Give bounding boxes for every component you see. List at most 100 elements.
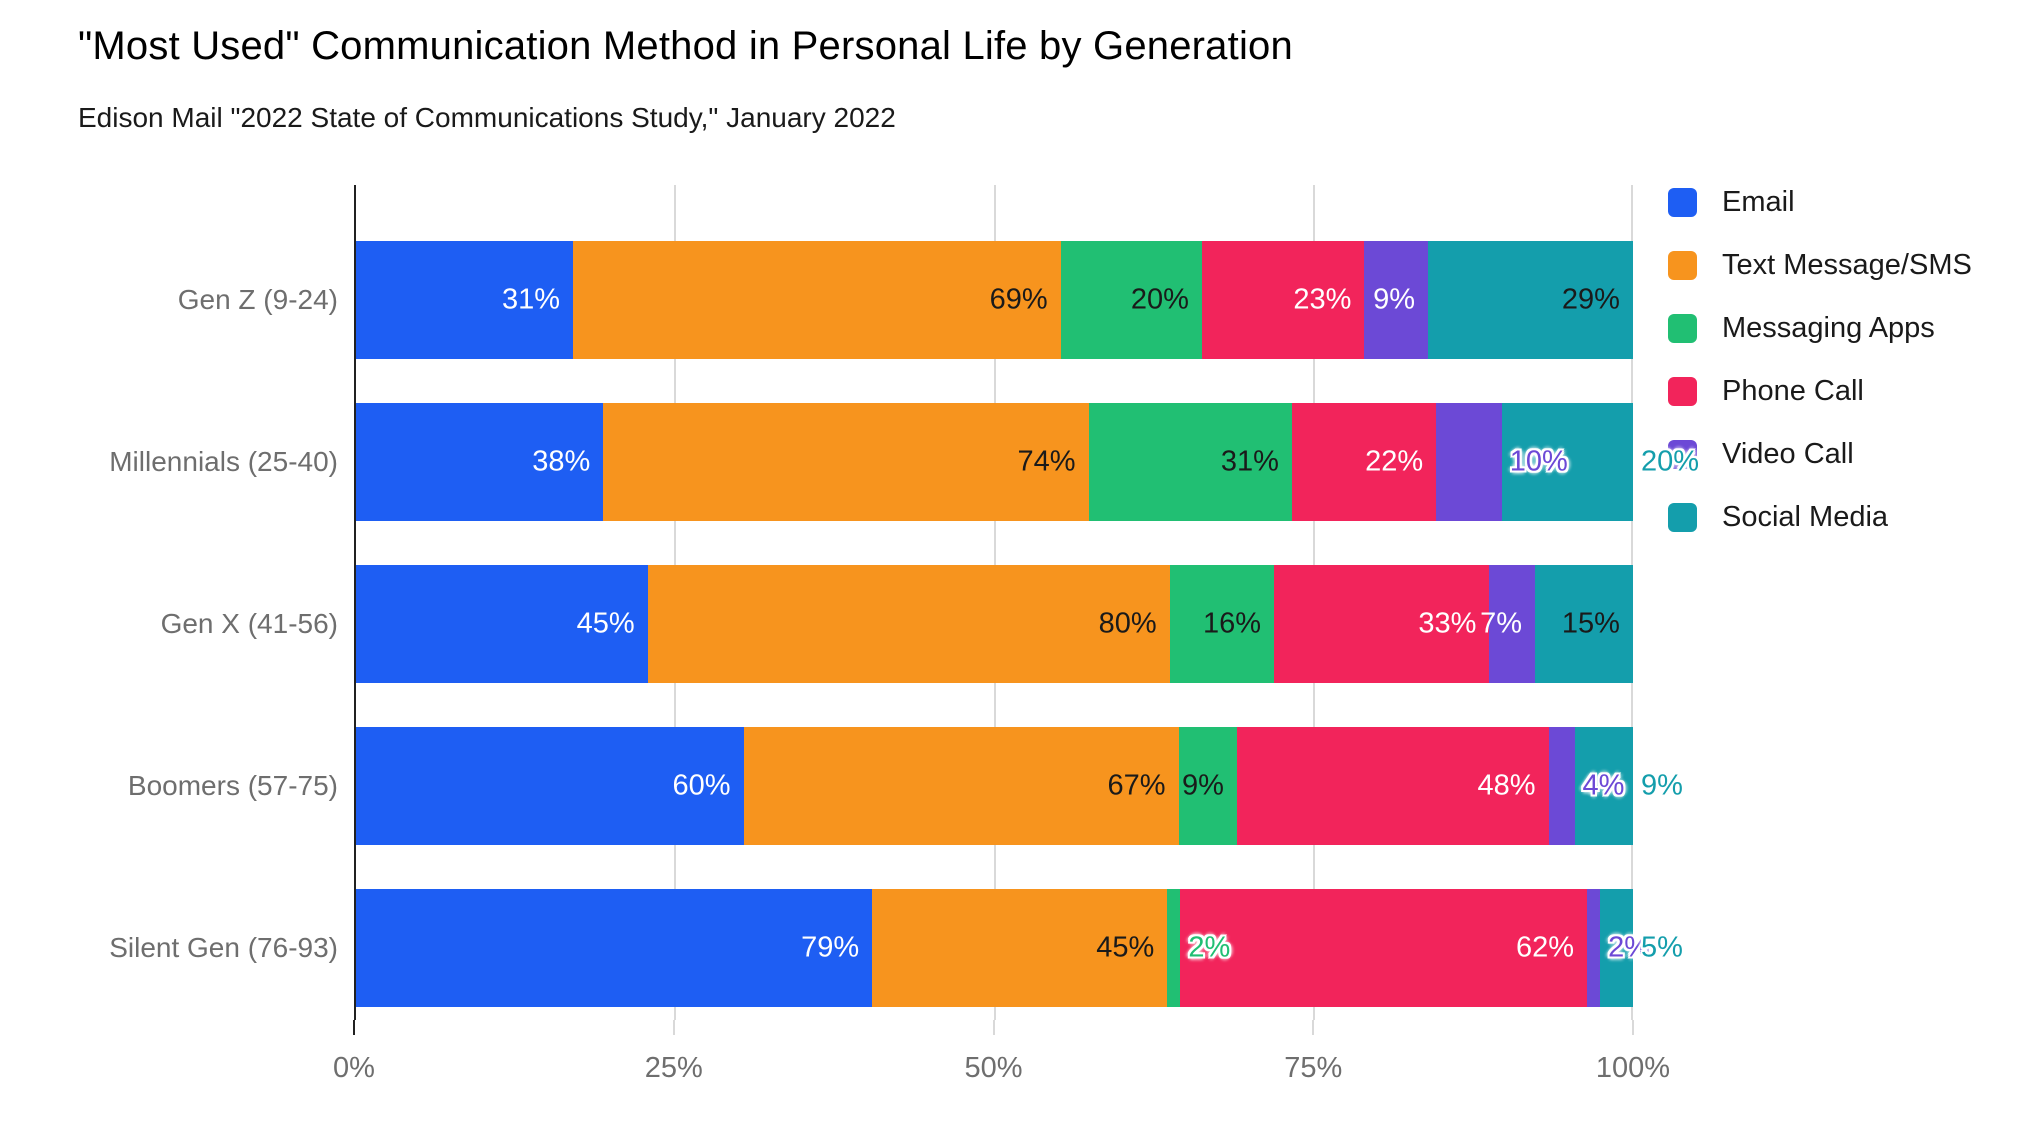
segment-value-label: 20%: [1130, 283, 1189, 316]
category-label: Millennials (25-40): [109, 446, 338, 477]
legend-label: Social Media: [1722, 501, 1889, 533]
segment-value-label: 69%: [989, 283, 1048, 316]
segment-value-label: 22%: [1365, 445, 1424, 478]
bar-row: 79% 45% 2% 62% 2% 5%: [354, 889, 1683, 1007]
bar-row: 45% 80% 16% 33% 7% 15%: [354, 565, 1633, 683]
bar-segment: 38%: [354, 403, 604, 521]
segment-value-label: 5%: [1640, 931, 1683, 964]
bar-segment: 45%: [872, 889, 1168, 1007]
bar-segment: 15%: [1535, 565, 1633, 683]
segment-value-label: 80%: [1098, 607, 1157, 640]
segment-value-label: 15%: [1561, 607, 1620, 640]
axis-tick: [1632, 1020, 1634, 1035]
bar-segment: 2%: [1167, 889, 1230, 1007]
segment-value-label: 29%: [1561, 283, 1620, 316]
segment-value-label: 10%: [1509, 445, 1568, 478]
segment-value-label: 45%: [1096, 931, 1155, 964]
bar-segment: 20%: [1501, 403, 1699, 521]
segment-value-label: 79%: [801, 931, 860, 964]
legend-label: Messaging Apps: [1722, 312, 1935, 344]
chart-subtitle: Edison Mail "2022 State of Communication…: [78, 102, 896, 133]
bar-segment: 16%: [1169, 565, 1275, 683]
bar-segment: 9%: [1574, 727, 1683, 845]
segment-value-label: 38%: [532, 445, 591, 478]
bar-row: 38% 74% 31% 22% 10% 20%: [354, 403, 1699, 521]
bar-segment: 48%: [1236, 727, 1549, 845]
category-label: Boomers (57-75): [127, 770, 338, 801]
bar-segment: 4%: [1548, 727, 1624, 845]
segment-value-label: 7%: [1480, 607, 1523, 640]
legend-label: Text Message/SMS: [1722, 249, 1972, 281]
category-label: Silent Gen (76-93): [109, 932, 338, 963]
bar-segment: 22%: [1291, 403, 1437, 521]
legend-swatch: [1668, 314, 1697, 343]
legend-item: Text Message/SMS: [1668, 249, 1972, 281]
segment-value-label: 16%: [1203, 607, 1262, 640]
plot-area: 31% 69% 20% 23% 9% 29% 38% 74% 31% 22% 10% 20% 45% 80…: [354, 185, 1699, 1020]
legend-label: Phone Call: [1722, 375, 1864, 407]
legend-item: Email: [1668, 186, 1972, 218]
axis-tick: [672, 1020, 675, 1035]
bar-segment: 2%: [1587, 889, 1650, 1007]
x-axis-label: 25%: [644, 1052, 703, 1084]
x-axis-label: 100%: [1595, 1052, 1671, 1084]
bar-segment: 9%: [1364, 241, 1429, 359]
segment-value-label: 9%: [1182, 769, 1224, 802]
legend-swatch: [1668, 377, 1697, 406]
legend-item: Messaging Apps: [1668, 312, 1972, 344]
segment-value-label: 33%: [1418, 607, 1477, 640]
legend-swatch: [1668, 188, 1697, 217]
bar-row: 60% 67% 9% 48% 4% 9%: [354, 727, 1683, 845]
segment-value-label: 48%: [1477, 769, 1536, 802]
axis-tick: [353, 1020, 355, 1035]
bar-segment: 79%: [354, 889, 873, 1007]
axis-tick: [992, 1020, 995, 1035]
bar-segment: 10%: [1436, 403, 1568, 521]
legend: Email Text Message/SMS Messaging Apps Phone…: [1668, 186, 1972, 533]
bar-segment: 60%: [354, 727, 744, 845]
segment-value-label: 4%: [1582, 769, 1625, 802]
bar-segment: 23%: [1201, 241, 1365, 359]
bar-segment: 20%: [1060, 241, 1202, 359]
segment-value-label: 2%: [1608, 931, 1651, 964]
x-axis-label: 0%: [333, 1052, 375, 1084]
bar-segment: 80%: [647, 565, 1170, 683]
segment-value-label: 31%: [1220, 445, 1279, 478]
legend-label: Email: [1722, 186, 1795, 218]
segment-value-label: 20%: [1640, 445, 1700, 478]
bar-segment: 45%: [354, 565, 648, 683]
segment-value-label: 45%: [576, 607, 635, 640]
x-axis-label: 75%: [1284, 1052, 1343, 1084]
category-label: Gen X (41-56): [160, 608, 338, 639]
bar-segment: 67%: [743, 727, 1179, 845]
axis-tick: [1312, 1020, 1315, 1035]
segment-value-label: 67%: [1107, 769, 1166, 802]
bar-row: 31% 69% 20% 23% 9% 29%: [354, 241, 1633, 359]
segment-value-label: 62%: [1516, 931, 1575, 964]
bar-segment: 9%: [1178, 727, 1237, 845]
category-label: Gen Z (9-24): [177, 284, 338, 315]
segment-value-label: 23%: [1293, 283, 1352, 316]
segment-value-label: 60%: [672, 769, 731, 802]
bar-segment: 7%: [1480, 565, 1536, 683]
legend-swatch: [1668, 251, 1697, 280]
legend-label: Video Call: [1722, 438, 1854, 470]
y-axis-line: [354, 185, 356, 1020]
segment-value-label: 9%: [1640, 769, 1683, 802]
bar-segment: 5%: [1600, 889, 1683, 1007]
bar-segment: 31%: [1088, 403, 1292, 521]
bar-segment: 69%: [573, 241, 1061, 359]
bar-segment: 29%: [1428, 241, 1633, 359]
legend-item: Phone Call: [1668, 375, 1972, 407]
legend-item: Social Media: [1668, 501, 1972, 533]
bar-segment: 74%: [603, 403, 1089, 521]
chart-title: "Most Used" Communication Method in Pers…: [78, 24, 1293, 68]
segment-value-label: 9%: [1373, 283, 1416, 316]
legend-swatch: [1668, 503, 1697, 532]
segment-value-label: 74%: [1017, 445, 1076, 478]
bar-segment: 62%: [1180, 889, 1588, 1007]
segment-value-label: 2%: [1188, 931, 1231, 964]
legend-swatch: [1668, 440, 1697, 469]
legend-item: Video Call: [1668, 438, 1972, 470]
